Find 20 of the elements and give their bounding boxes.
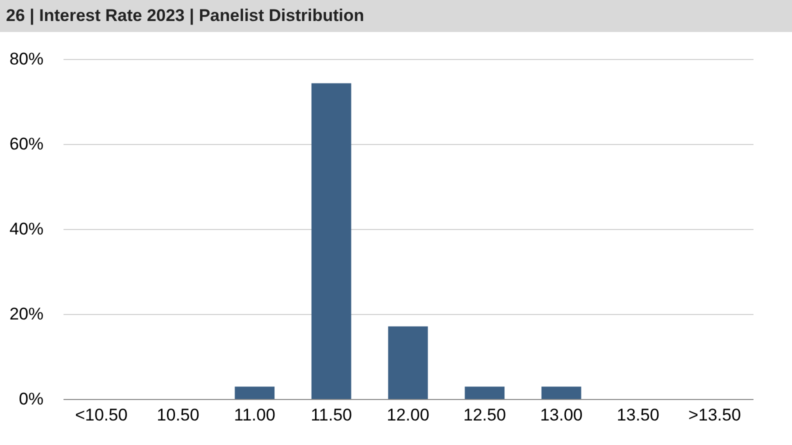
x-tick-label: >13.50 [688, 406, 741, 424]
chart-title: 26 | Interest Rate 2023 | Panelist Distribution [0, 0, 792, 32]
bar [311, 83, 352, 399]
x-tick-label: <10.50 [75, 406, 128, 424]
bar [234, 386, 275, 399]
x-tick-label: 11.00 [234, 406, 276, 424]
y-tick-label: 40% [9, 220, 44, 238]
bar [464, 386, 505, 399]
x-tick-label: 12.50 [463, 406, 506, 424]
x-tick-label: 10.50 [156, 406, 200, 424]
bar [388, 326, 428, 399]
x-tick-label: 11.50 [310, 406, 352, 424]
y-tick-label: 60% [9, 134, 44, 154]
y-tick-label: 0% [18, 390, 44, 408]
x-tick-label: 13.00 [540, 406, 583, 424]
bar [541, 386, 582, 399]
x-tick-label: 13.50 [616, 406, 660, 424]
y-tick-label: 80% [9, 50, 44, 68]
y-tick-label: 20% [9, 304, 44, 324]
x-tick-label: 12.00 [386, 406, 430, 424]
